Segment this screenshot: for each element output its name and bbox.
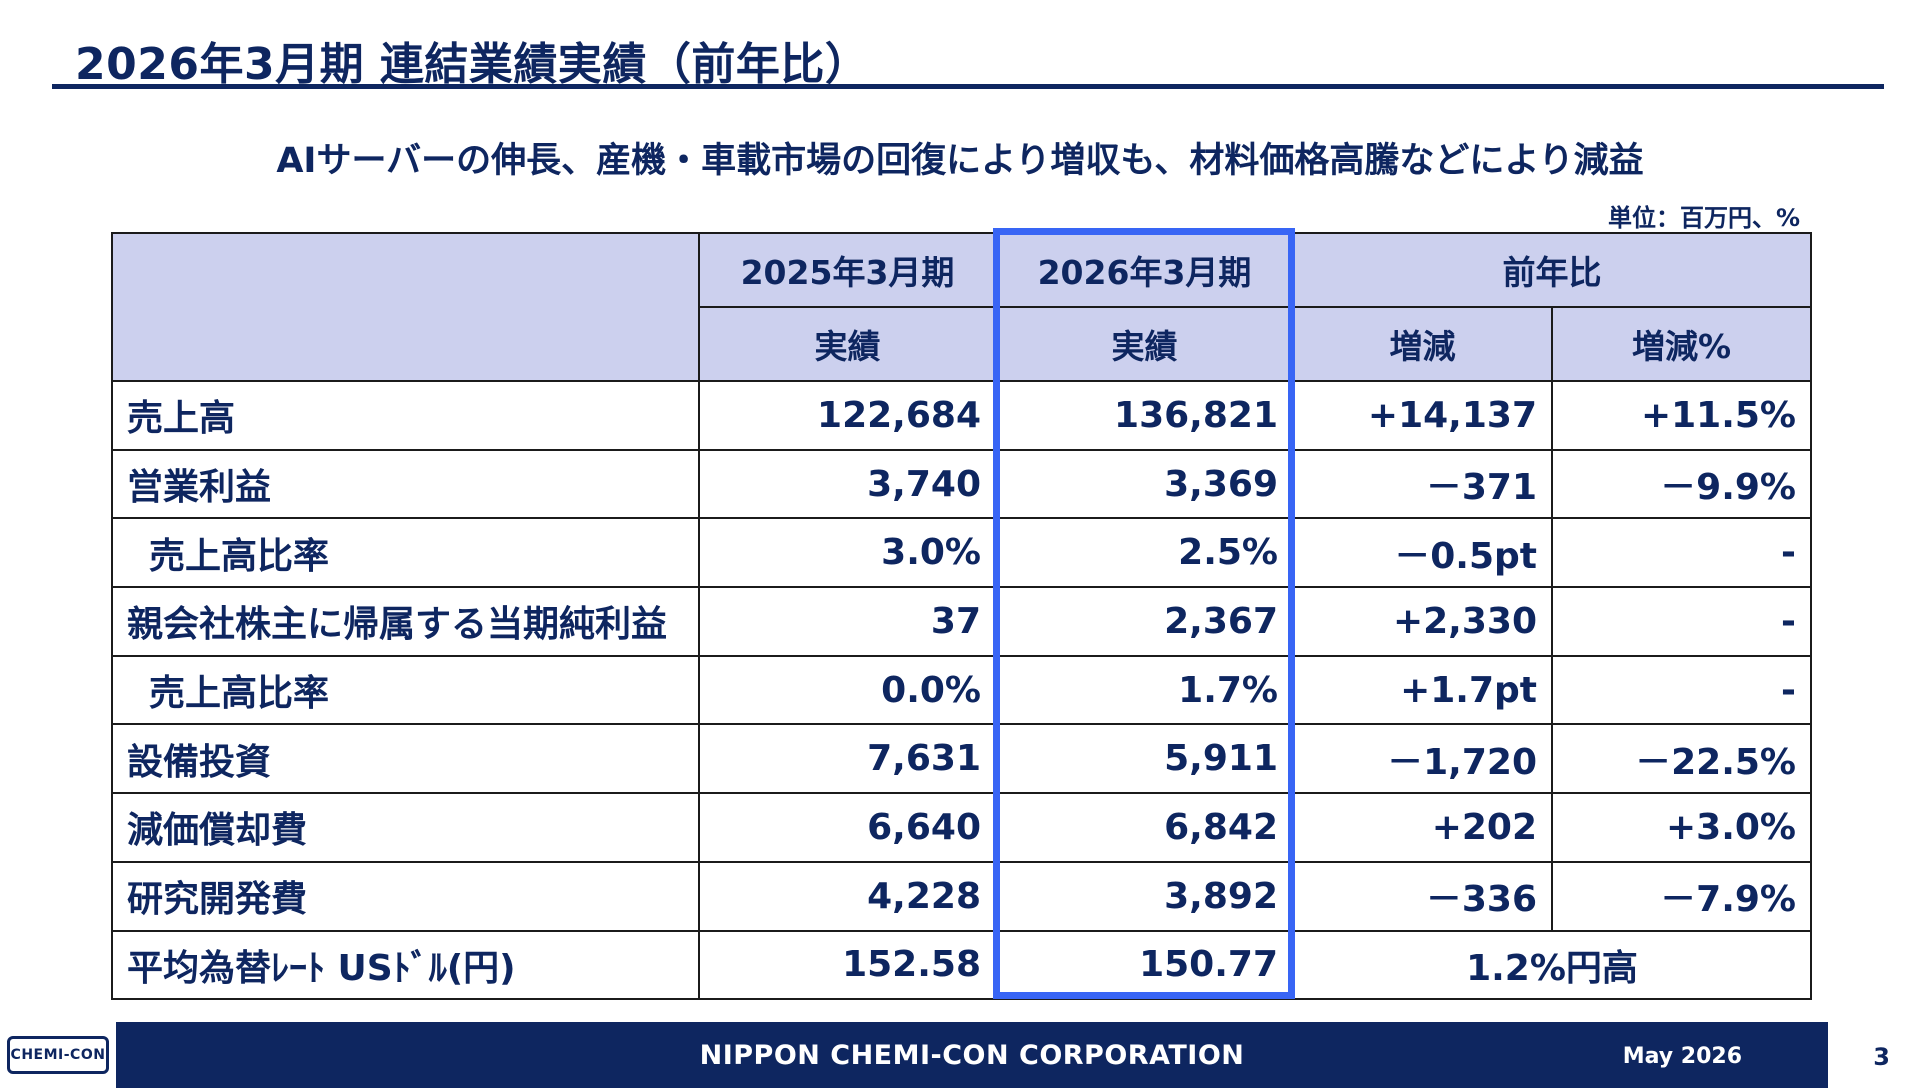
results-table: 2025年3月期 2026年3月期 前年比 実績 実績 増減 増減% 売上高 1…: [111, 232, 1812, 1001]
value-change-pct: +3.0%: [1551, 792, 1812, 863]
value-change-pct: －22.5%: [1551, 723, 1812, 795]
header-change: 増減: [1292, 306, 1553, 382]
value-change: －371: [1292, 448, 1553, 520]
value-change: －336: [1292, 860, 1553, 932]
fx-rate-row: 平均為替ﾚｰﾄ USﾄﾞﾙ(円) 152.58 150.77 1.2%円高: [111, 929, 1812, 1001]
table-row: 売上高 122,684 136,821 +14,137 +11.5%: [111, 380, 1812, 451]
header-fy2026: 2026年3月期: [995, 232, 1294, 308]
value-fy2026: 2,367: [995, 586, 1294, 657]
row-label: 平均為替ﾚｰﾄ USﾄﾞﾙ(円): [111, 929, 700, 1001]
row-label: 研究開発費: [111, 860, 700, 932]
value-fy2026: 5,911: [995, 723, 1294, 795]
value-fy2025: 37: [698, 586, 997, 657]
unit-label: 単位：百万円、%: [1607, 204, 1800, 232]
value-change-pct: +11.5%: [1551, 380, 1812, 451]
value-fy2025: 152.58: [698, 929, 997, 1001]
value-fy2025: 4,228: [698, 860, 997, 932]
header-actual-2026: 実績: [995, 306, 1294, 382]
value-fy2025: 3.0%: [698, 517, 997, 589]
row-label: 減価償却費: [111, 792, 700, 863]
title-divider: [52, 84, 1884, 89]
value-fy2026: 6,842: [995, 792, 1294, 863]
value-fy2026: 1.7%: [995, 654, 1294, 726]
value-fy2025: 7,631: [698, 723, 997, 795]
page-number: 3: [1873, 1043, 1890, 1071]
table-row: 売上高比率 0.0% 1.7% +1.7pt -: [111, 654, 1812, 726]
table-row: 減価償却費 6,640 6,842 +202 +3.0%: [111, 792, 1812, 863]
footer-bar: NIPPON CHEMI-CON CORPORATION May 2026: [116, 1022, 1828, 1088]
header-blank: [111, 232, 700, 382]
row-label: 設備投資: [111, 723, 700, 795]
header-change-pct: 増減%: [1551, 306, 1812, 382]
row-label: 営業利益: [111, 448, 700, 520]
value-change: +14,137: [1292, 380, 1553, 451]
value-fy2025: 0.0%: [698, 654, 997, 726]
value-change: +2,330: [1292, 586, 1553, 657]
logo-text: CHEMI-CON: [10, 1047, 106, 1063]
value-yoy: 1.2%円高: [1292, 929, 1812, 1001]
header-fy2025: 2025年3月期: [698, 232, 997, 308]
footer-company-name: NIPPON CHEMI-CON CORPORATION: [699, 1040, 1245, 1071]
value-fy2026: 2.5%: [995, 517, 1294, 589]
row-label: 売上高比率: [111, 654, 700, 726]
value-change: +1.7pt: [1292, 654, 1553, 726]
header-row-2: 実績 実績 増減 増減%: [112, 306, 1812, 382]
value-change-pct: -: [1551, 517, 1812, 589]
value-fy2026: 3,892: [995, 860, 1294, 932]
row-label: 売上高: [111, 380, 700, 451]
table-row: 営業利益 3,740 3,369 －371 －9.9%: [111, 448, 1812, 520]
value-fy2026: 136,821: [995, 380, 1294, 451]
value-change-pct: -: [1551, 586, 1812, 657]
value-fy2025: 122,684: [698, 380, 997, 451]
value-change: +202: [1292, 792, 1553, 863]
value-change-pct: －9.9%: [1551, 448, 1812, 520]
header-actual-2025: 実績: [698, 306, 997, 382]
page-title: 2026年3月期 連結業績実績（前年比）: [75, 39, 870, 90]
company-logo: CHEMI-CON: [7, 1036, 109, 1074]
table-row: 売上高比率 3.0% 2.5% －0.5pt -: [111, 517, 1812, 589]
value-change-pct: －7.9%: [1551, 860, 1812, 932]
row-label: 親会社株主に帰属する当期純利益: [111, 586, 700, 657]
value-change: －1,720: [1292, 723, 1553, 795]
table-row: 研究開発費 4,228 3,892 －336 －7.9%: [111, 860, 1812, 932]
value-change-pct: -: [1551, 654, 1812, 726]
table-row: 親会社株主に帰属する当期純利益 37 2,367 +2,330 -: [111, 586, 1812, 657]
footer-date: May 2026: [1622, 1044, 1742, 1069]
value-fy2025: 6,640: [698, 792, 997, 863]
row-label: 売上高比率: [111, 517, 700, 589]
subtitle: AIサーバーの伸長、産機・車載市場の回復により増収も、材料価格高騰などにより減益: [276, 141, 1644, 181]
value-fy2026: 3,369: [995, 448, 1294, 520]
value-fy2026: 150.77: [995, 929, 1294, 1001]
value-fy2025: 3,740: [698, 448, 997, 520]
header-yoy: 前年比: [1292, 232, 1812, 308]
table-row: 設備投資 7,631 5,911 －1,720 －22.5%: [111, 723, 1812, 795]
header-row-1: 2025年3月期 2026年3月期 前年比: [111, 232, 1812, 382]
value-change: －0.5pt: [1292, 517, 1553, 589]
